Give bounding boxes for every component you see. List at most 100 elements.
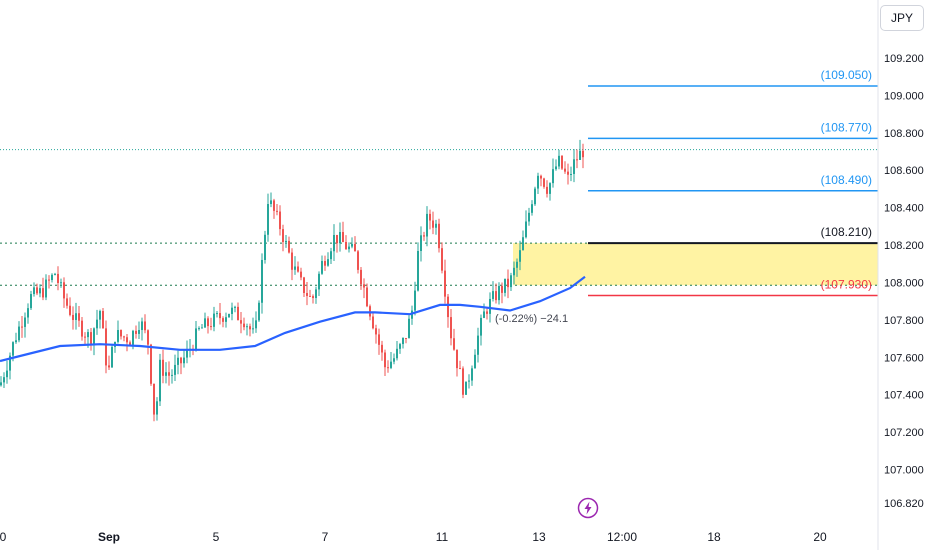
x-tick-label: Sep — [98, 530, 120, 544]
candle-body — [162, 359, 164, 376]
candle-body — [366, 287, 368, 307]
candle-body — [240, 320, 242, 324]
candle-body — [102, 311, 104, 329]
price-levels-layer: (109.050) (108.770) (108.490) (108.210) (107… — [588, 68, 878, 297]
x-tick-label: 18 — [707, 530, 721, 544]
candle-body — [504, 278, 506, 293]
candle-body — [549, 183, 551, 194]
candle-body — [381, 344, 383, 353]
candle-body — [153, 383, 155, 415]
candle-body — [120, 330, 122, 337]
candle-body — [27, 308, 29, 318]
candle-body — [486, 311, 488, 314]
candle-body — [351, 244, 353, 247]
candle-body — [39, 288, 41, 294]
candle-body — [69, 305, 71, 315]
candle-body — [168, 372, 170, 376]
candle-body — [204, 318, 206, 328]
candle-body — [429, 213, 431, 221]
candle-body — [42, 288, 44, 298]
candle-body — [99, 311, 101, 320]
candle-body — [279, 211, 281, 230]
candle-body — [420, 235, 422, 252]
candle-body — [273, 200, 275, 211]
candle-body — [222, 318, 224, 322]
y-tick-label: 108.200 — [884, 240, 924, 252]
y-tick-label: 108.000 — [884, 277, 924, 289]
candle-body — [303, 277, 305, 293]
candle-body — [414, 290, 416, 311]
candle-body — [282, 229, 284, 243]
lightning-icon[interactable] — [577, 497, 599, 519]
candle-body — [480, 317, 482, 336]
candle-body — [408, 318, 410, 339]
candle-body — [345, 241, 347, 250]
candle-body — [342, 232, 344, 242]
candle-body — [405, 337, 407, 339]
y-tick-label: 106.820 — [884, 498, 924, 510]
candle-body — [171, 374, 173, 376]
candle-body — [537, 175, 539, 189]
candle-body — [213, 313, 215, 327]
candle-body — [75, 313, 77, 320]
candle-body — [63, 282, 65, 299]
candle-body — [144, 321, 146, 331]
candle-body — [453, 338, 455, 350]
currency-button[interactable]: JPY — [880, 5, 924, 31]
candle-body — [435, 223, 437, 228]
candle-body — [93, 328, 95, 345]
candle-body — [12, 342, 14, 356]
candle-body — [375, 328, 377, 335]
time-axis[interactable]: 0 Sep 5 7 11 13 12:00 18 20 — [0, 530, 827, 544]
candle-body — [90, 332, 92, 345]
candle-body — [132, 330, 134, 345]
candle-body — [129, 342, 131, 345]
candle-body — [249, 326, 251, 330]
candle-body — [186, 349, 188, 358]
candle-body — [246, 326, 248, 328]
candle-body — [177, 357, 179, 365]
candle-body — [372, 316, 374, 329]
x-tick-label: 11 — [436, 530, 449, 544]
moving-average-line — [0, 275, 586, 363]
candle-body — [33, 287, 35, 295]
candle-body — [513, 267, 515, 276]
candle-body — [426, 213, 428, 237]
candle-body — [60, 282, 62, 284]
candle-body — [555, 166, 557, 170]
candle-body — [321, 261, 323, 274]
candle-body — [441, 248, 443, 271]
candle-body — [519, 250, 521, 262]
candle-body — [141, 321, 143, 331]
candle-body — [261, 259, 263, 303]
candle-body — [66, 298, 68, 306]
candle-body — [507, 278, 509, 288]
candle-body — [219, 313, 221, 319]
candle-body — [558, 155, 560, 167]
candle-body — [30, 294, 32, 309]
candle-body — [390, 361, 392, 368]
candle-body — [291, 252, 293, 270]
candle-body — [297, 266, 299, 272]
candle-body — [288, 240, 290, 253]
candle-body — [348, 246, 350, 250]
candle-body — [81, 320, 83, 337]
candle-body — [126, 337, 128, 343]
candle-body — [228, 313, 230, 318]
candle-body — [330, 251, 332, 260]
candle-body — [522, 237, 524, 251]
candle-body — [96, 319, 98, 329]
price-level-label: (107.930) — [821, 278, 872, 292]
candle-body — [492, 291, 494, 299]
candle-body — [444, 270, 446, 297]
candle-body — [561, 155, 563, 169]
candle-body — [150, 344, 152, 384]
candle-body — [24, 317, 26, 327]
candle-body — [21, 326, 23, 328]
candle-body — [324, 261, 326, 266]
candle-body — [477, 335, 479, 355]
price-level-label: (108.210) — [821, 225, 872, 239]
candle-body — [276, 210, 278, 212]
candle-body — [534, 188, 536, 205]
